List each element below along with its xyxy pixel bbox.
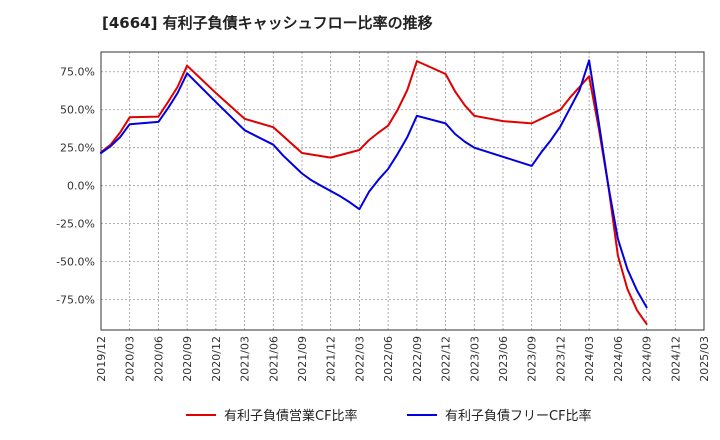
y-tick-label: 50.0% <box>60 104 95 117</box>
x-tick-label: 2022/09 <box>411 336 424 382</box>
legend-item-operating-cf: 有利子負債営業CF比率 <box>186 405 358 424</box>
x-tick-label: 2023/09 <box>526 336 539 382</box>
x-tick-label: 2022/12 <box>440 336 453 382</box>
x-tick-label: 2020/06 <box>152 336 165 382</box>
series-line-1 <box>100 59 648 309</box>
legend-label-operating-cf: 有利子負債営業CF比率 <box>224 409 358 424</box>
x-tick-label: 2023/03 <box>468 336 481 382</box>
plot-background <box>101 52 704 330</box>
x-tick-label: 2024/12 <box>669 336 682 382</box>
y-tick-label: 0.0% <box>67 180 95 193</box>
x-tick-label: 2020/09 <box>181 336 194 382</box>
x-tick-label: 2023/12 <box>554 336 567 382</box>
x-tick-label: 2020/03 <box>124 336 137 382</box>
plot-frame <box>100 51 705 331</box>
x-tick-label: 2021/09 <box>296 336 309 382</box>
series-line-0 <box>100 60 648 325</box>
x-tick-label: 2021/03 <box>239 336 252 382</box>
x-tick-label: 2023/06 <box>497 336 510 382</box>
x-tick-label: 2024/09 <box>641 336 654 382</box>
x-tick-label: 2020/12 <box>210 336 223 382</box>
y-tick-label: 75.0% <box>60 66 95 79</box>
x-tick-label: 2021/12 <box>325 336 338 382</box>
x-tick-label: 2019/12 <box>95 336 108 382</box>
legend-swatch-operating-cf <box>186 413 216 416</box>
x-tick-label: 2024/03 <box>583 336 596 382</box>
x-tick-label: 2024/06 <box>612 336 625 382</box>
legend-swatch-free-cf <box>407 413 437 416</box>
x-tick-label: 2021/06 <box>267 336 280 382</box>
y-tick-label: -25.0% <box>56 218 95 231</box>
y-tick-label: 25.0% <box>60 142 95 155</box>
x-tick-label: 2022/03 <box>353 336 366 382</box>
x-tick-label: 2022/06 <box>382 336 395 382</box>
legend-label-free-cf: 有利子負債フリーCF比率 <box>445 409 592 424</box>
legend: 有利子負債営業CF比率 有利子負債フリーCF比率 <box>0 405 720 427</box>
x-tick-label: 2025/03 <box>698 336 711 382</box>
legend-item-free-cf: 有利子負債フリーCF比率 <box>407 405 592 424</box>
y-tick-label: -50.0% <box>56 256 95 269</box>
y-tick-label: -75.0% <box>56 294 95 307</box>
chart-title: [4664] 有利子負債キャッシュフロー比率の推移 <box>102 14 433 32</box>
